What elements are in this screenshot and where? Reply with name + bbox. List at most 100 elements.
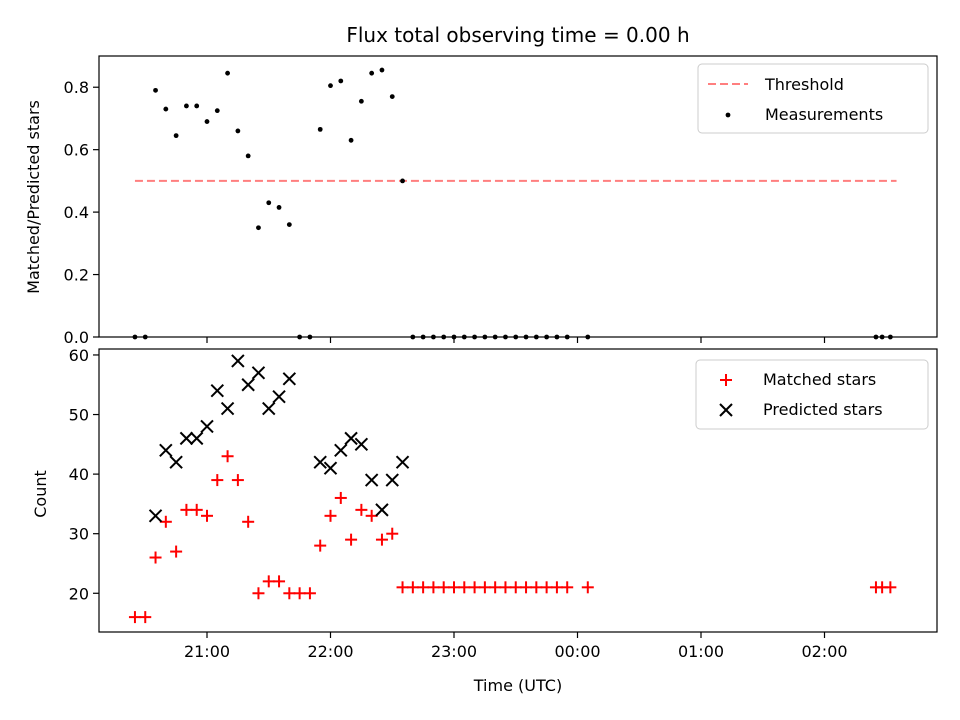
matched-star-point bbox=[180, 503, 193, 516]
matched-star-point bbox=[211, 474, 224, 487]
predicted-star-point bbox=[385, 473, 399, 487]
matched-star-point bbox=[386, 527, 399, 540]
legend-predicted-label: Predicted stars bbox=[763, 400, 883, 419]
matched-star-point bbox=[314, 539, 327, 552]
x-tick-label: 23:00 bbox=[431, 642, 477, 661]
top-y-tick-label: 0.6 bbox=[64, 141, 89, 160]
top-y-axis-label: Matched/Predicted stars bbox=[24, 100, 43, 294]
measurement-point bbox=[184, 103, 189, 109]
x-tick-label: 01:00 bbox=[678, 642, 724, 661]
matched-star-point bbox=[437, 581, 450, 594]
x-tick-label: 22:00 bbox=[307, 642, 353, 661]
predicted-star-point bbox=[313, 455, 327, 469]
bottom-legend: Matched stars Predicted stars bbox=[695, 359, 929, 430]
predicted-star-point bbox=[272, 389, 286, 404]
measurement-point bbox=[317, 126, 323, 132]
matched-star-point bbox=[396, 581, 409, 594]
matched-star-point bbox=[303, 587, 316, 600]
bottom-y-tick-label: 50 bbox=[69, 406, 89, 425]
bottom-y-axis-label: Count bbox=[31, 470, 50, 518]
legend-matched-swatch bbox=[720, 374, 732, 386]
top-y-tick-label: 0.4 bbox=[64, 203, 89, 222]
matched-star-point bbox=[149, 551, 162, 564]
measurement-point bbox=[358, 98, 364, 104]
predicted-star-point bbox=[200, 419, 214, 434]
measurement-point bbox=[348, 137, 354, 143]
bottom-y-tick-label: 40 bbox=[69, 465, 89, 484]
matched-star-point bbox=[355, 503, 368, 516]
top-axes-frame bbox=[98, 55, 938, 338]
chart-title: Flux total observing time = 0.00 h bbox=[346, 23, 689, 47]
top-y-ticks: 0.0 0.2 0.4 0.6 0.8 bbox=[64, 78, 99, 347]
predicted-star-point bbox=[282, 372, 297, 386]
top-marks bbox=[132, 67, 897, 340]
measurement-point bbox=[328, 83, 333, 89]
matched-star-point bbox=[427, 581, 440, 594]
legend-matched-label: Matched stars bbox=[763, 370, 876, 389]
predicted-star-point bbox=[334, 443, 348, 457]
measurement-point bbox=[225, 70, 230, 76]
matched-star-point bbox=[262, 575, 275, 588]
matched-star-point bbox=[540, 581, 553, 594]
bottom-y-ticks: 20 30 40 50 60 bbox=[69, 346, 99, 603]
matched-star-point bbox=[417, 581, 430, 594]
measurement-point bbox=[245, 153, 251, 159]
matched-star-point bbox=[252, 587, 265, 600]
matched-star-point bbox=[550, 581, 563, 594]
top-y-tick-label: 0.0 bbox=[64, 328, 89, 347]
matched-star-point bbox=[324, 509, 337, 522]
measurement-point bbox=[400, 178, 405, 184]
predicted-star-point bbox=[354, 437, 369, 452]
measurement-point bbox=[163, 106, 169, 112]
predicted-star-point bbox=[220, 401, 235, 416]
predicted-star-point bbox=[179, 431, 194, 446]
measurement-point bbox=[235, 128, 241, 134]
top-y-tick-label: 0.8 bbox=[64, 78, 89, 97]
measurement-point bbox=[173, 133, 179, 139]
matched-star-point bbox=[242, 515, 255, 528]
matched-star-point bbox=[581, 581, 594, 594]
predicted-star-point bbox=[344, 431, 358, 446]
top-legend-box bbox=[697, 63, 929, 134]
predicted-star-point bbox=[395, 455, 410, 469]
matched-star-point bbox=[406, 581, 419, 594]
matched-star-point bbox=[530, 581, 543, 594]
x-axis-label: Time (UTC) bbox=[473, 676, 562, 695]
predicted-star-point bbox=[148, 509, 163, 523]
legend-measurements-swatch bbox=[725, 112, 731, 118]
matched-star-point bbox=[884, 581, 897, 594]
bottom-y-tick-label: 30 bbox=[69, 525, 89, 544]
top-y-tick-label: 0.2 bbox=[64, 266, 89, 285]
matched-star-point bbox=[139, 611, 152, 624]
bottom-axes-frame bbox=[98, 348, 938, 633]
matched-star-point bbox=[283, 587, 296, 600]
predicted-star-point bbox=[262, 401, 276, 416]
matched-star-point bbox=[499, 581, 512, 594]
x-tick-label: 21:00 bbox=[184, 642, 230, 661]
matched-star-point bbox=[375, 533, 388, 546]
matched-star-point bbox=[448, 581, 460, 594]
matched-star-point bbox=[489, 581, 502, 594]
legend-measurements-label: Measurements bbox=[765, 105, 883, 124]
matched-star-point bbox=[221, 450, 234, 463]
matched-star-point bbox=[159, 515, 172, 528]
measurement-point bbox=[338, 78, 344, 84]
matched-star-point bbox=[190, 503, 203, 516]
measurement-point bbox=[256, 225, 261, 231]
measurement-point bbox=[286, 222, 292, 228]
predicted-star-point bbox=[169, 455, 183, 469]
bottom-x-ticks: 21:00 22:00 23:00 00:00 01:00 02:00 bbox=[184, 632, 848, 661]
matched-star-point bbox=[170, 545, 183, 558]
matched-star-point bbox=[478, 581, 491, 594]
matched-star-point bbox=[468, 581, 481, 594]
top-panel: 0.00.20.40.60.8 Matched/Predicted stars … bbox=[24, 55, 938, 347]
matched-star-point bbox=[334, 491, 347, 504]
matched-star-point bbox=[561, 581, 574, 594]
matched-star-point bbox=[273, 575, 286, 588]
measurement-point bbox=[204, 119, 210, 124]
predicted-star-point bbox=[159, 443, 173, 457]
matched-star-point bbox=[201, 509, 213, 522]
bottom-panel: 20 30 40 50 60 21:00 22:00 23:00 00:00 01:00 02:0… bbox=[31, 346, 938, 695]
measurement-point bbox=[266, 200, 272, 206]
